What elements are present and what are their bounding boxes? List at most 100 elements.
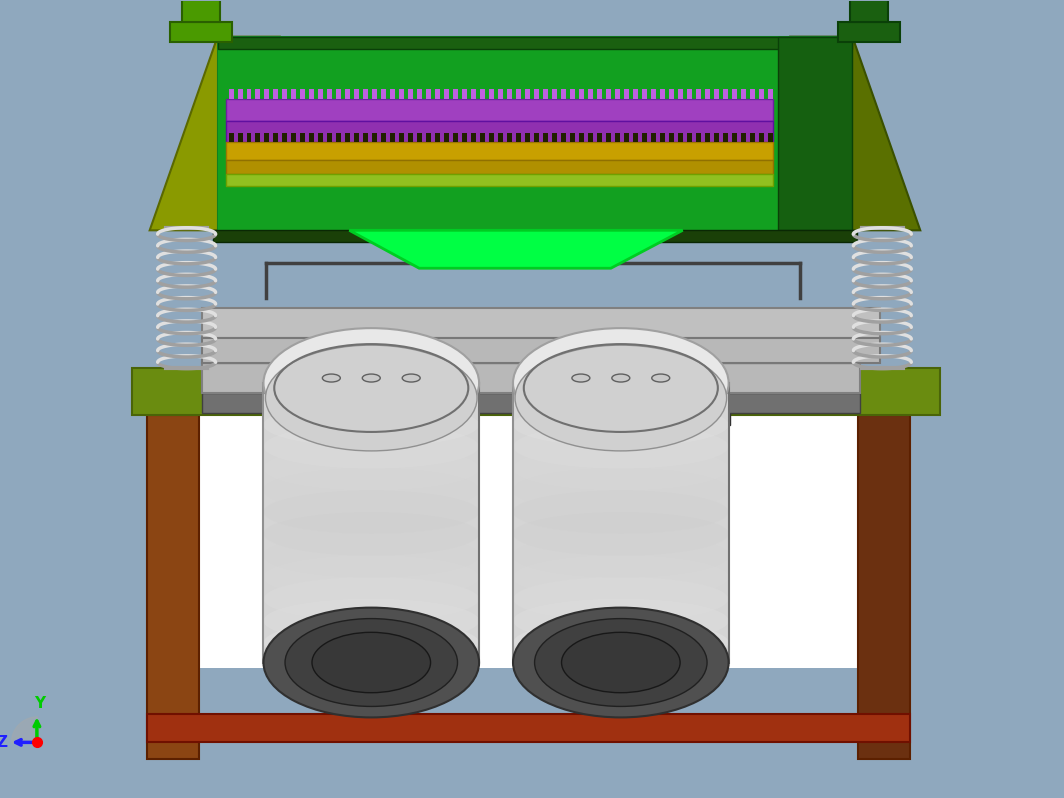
Bar <box>229 133 233 143</box>
Bar <box>624 133 629 143</box>
Polygon shape <box>349 231 683 268</box>
Ellipse shape <box>534 618 708 706</box>
Ellipse shape <box>264 328 479 438</box>
Bar <box>201 393 861 413</box>
Bar <box>534 133 539 143</box>
Bar <box>300 89 305 99</box>
Bar <box>237 133 243 143</box>
Bar <box>615 89 620 99</box>
Ellipse shape <box>264 446 479 490</box>
Bar <box>226 99 772 120</box>
Ellipse shape <box>264 512 479 555</box>
Bar <box>282 89 287 99</box>
Ellipse shape <box>513 512 729 555</box>
Bar <box>508 133 512 143</box>
Bar <box>147 415 199 760</box>
Bar <box>471 89 476 99</box>
Bar <box>759 133 764 143</box>
Bar <box>671 365 689 415</box>
Bar <box>318 133 323 143</box>
Bar <box>570 89 575 99</box>
Bar <box>651 89 655 99</box>
Bar <box>213 231 858 243</box>
Bar <box>435 89 440 99</box>
Bar <box>552 133 556 143</box>
Bar <box>462 89 467 99</box>
Bar <box>561 133 566 143</box>
Bar <box>471 133 476 143</box>
Ellipse shape <box>513 403 729 447</box>
Text: Y: Y <box>34 697 46 712</box>
Bar <box>838 22 900 41</box>
Bar <box>409 89 413 99</box>
Bar <box>669 133 674 143</box>
Bar <box>605 89 611 99</box>
Bar <box>399 133 404 143</box>
Bar <box>255 89 261 99</box>
Bar <box>516 89 521 99</box>
Bar <box>489 89 494 99</box>
Bar <box>169 22 232 41</box>
Bar <box>480 133 485 143</box>
Bar <box>741 133 746 143</box>
Bar <box>615 133 620 143</box>
Bar <box>363 133 368 143</box>
Bar <box>732 89 736 99</box>
Ellipse shape <box>264 403 479 447</box>
Bar <box>381 133 386 143</box>
Bar <box>282 133 287 143</box>
Bar <box>273 89 279 99</box>
Bar <box>508 89 512 99</box>
Bar <box>767 133 772 143</box>
Bar <box>390 89 395 99</box>
Bar <box>714 89 718 99</box>
Bar <box>651 133 655 143</box>
Bar <box>409 133 413 143</box>
Bar <box>767 89 772 99</box>
Bar <box>749 89 754 99</box>
Bar <box>722 133 728 143</box>
Bar <box>226 160 772 175</box>
Bar <box>264 383 479 662</box>
Bar <box>292 89 297 99</box>
Bar <box>347 368 365 425</box>
Ellipse shape <box>264 607 479 717</box>
Ellipse shape <box>652 374 669 382</box>
Ellipse shape <box>513 555 729 599</box>
Bar <box>522 368 539 425</box>
Bar <box>417 133 422 143</box>
Bar <box>132 368 941 415</box>
Bar <box>265 133 269 143</box>
Ellipse shape <box>513 621 729 665</box>
Ellipse shape <box>264 621 479 665</box>
Bar <box>525 133 530 143</box>
Bar <box>588 89 593 99</box>
Bar <box>372 89 378 99</box>
Bar <box>247 133 251 143</box>
Bar <box>201 351 861 363</box>
Ellipse shape <box>513 381 729 425</box>
Bar <box>328 89 332 99</box>
Bar <box>525 89 530 99</box>
Ellipse shape <box>402 374 420 382</box>
Ellipse shape <box>513 598 729 642</box>
Bar <box>579 89 584 99</box>
Bar <box>265 89 269 99</box>
Bar <box>226 120 772 143</box>
Bar <box>579 133 584 143</box>
Bar <box>226 143 772 160</box>
Bar <box>229 89 233 99</box>
Bar <box>859 415 911 760</box>
Bar <box>686 89 692 99</box>
Bar <box>696 133 701 143</box>
Bar <box>217 37 852 231</box>
Bar <box>444 89 449 99</box>
Bar <box>300 133 305 143</box>
Ellipse shape <box>513 577 729 621</box>
Bar <box>217 37 852 236</box>
Bar <box>498 133 503 143</box>
Bar <box>372 133 378 143</box>
Bar <box>255 133 261 143</box>
Bar <box>696 89 701 99</box>
Bar <box>247 89 251 99</box>
